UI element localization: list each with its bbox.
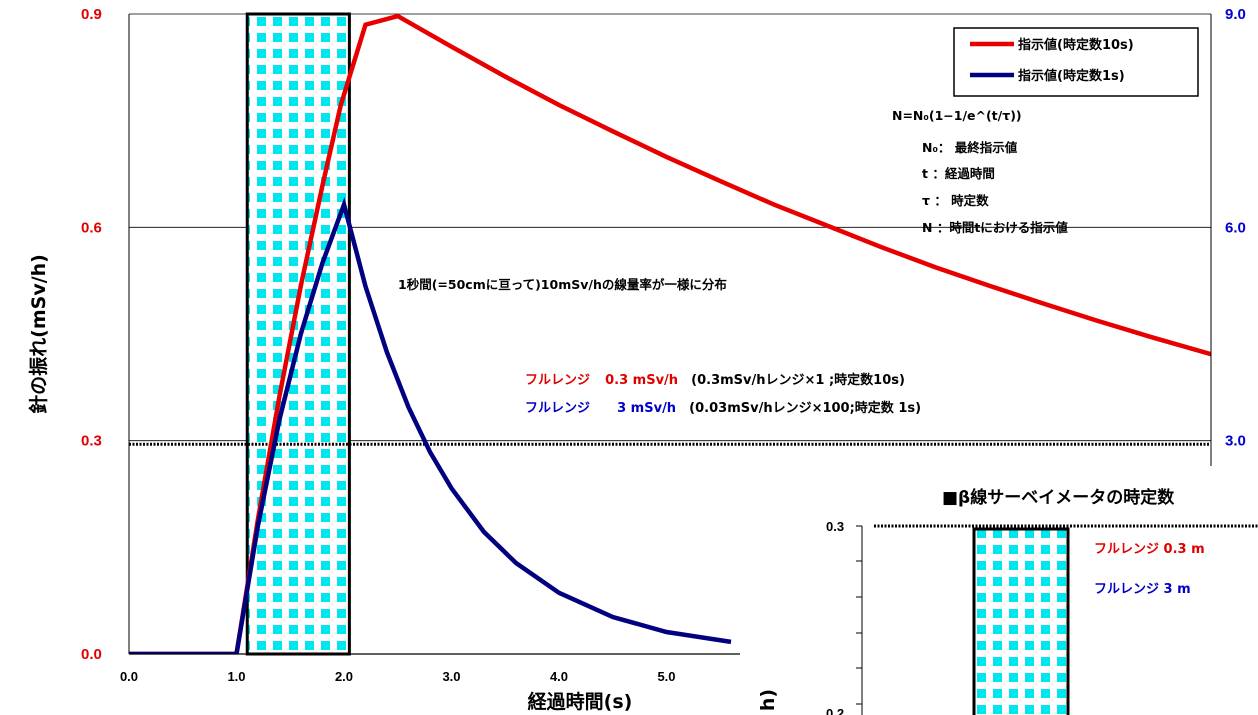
y-axis-title: 針の振れ(mSv/h)	[27, 254, 50, 414]
y2-tick-label: 9.0	[1225, 6, 1246, 23]
x-tick-label: 1.0	[227, 669, 245, 684]
inset-fullrange-red: フルレンジ 0.3 m	[1094, 542, 1205, 557]
formula-main: N=N₀(1−1/e^(t/τ))	[892, 108, 1022, 123]
legend-label-tau1: 指示値(時定数1s)	[1018, 68, 1125, 84]
y-tick-label: 0.3	[81, 433, 102, 450]
legend-label-tau10: 指示値(時定数10s)	[1018, 37, 1134, 53]
x-axis-title: 経過時間(s)	[528, 690, 633, 713]
formula-line-t: t ：経過時間	[922, 166, 995, 181]
inset-y-tick-label-top: 0.3	[826, 519, 844, 534]
formula-block: N=N₀(1−1/e^(t/τ)) N₀： 最終指示値 t ：経過時間 τ ： …	[892, 108, 1068, 235]
fullrange-blue-detail: (0.03mSv/hレンジ×100;時定数 1s)	[689, 400, 921, 416]
y-tick-label: 0.6	[81, 219, 102, 236]
formula-line-n: N ：時間tにおける指示値	[922, 220, 1068, 235]
x-tick-label: 0.0	[120, 669, 138, 684]
inset-y-tick-label-bottom: 0.2	[826, 706, 844, 715]
x-tick-label: 4.0	[550, 669, 568, 684]
legend: 指示値(時定数10s) 指示値(時定数1s)	[953, 27, 1199, 97]
fullrange-blue-note: フルレンジ 3 mSv/h (0.03mSv/hレンジ×100;時定数 1s)	[525, 397, 921, 416]
x-tick-labels: 0.0 1.0 2.0 3.0 4.0 5.0	[120, 669, 676, 684]
inset-shaded-region	[972, 527, 1070, 715]
y-tick-labels-left: 0.0 0.3 0.6 0.9	[81, 6, 102, 663]
series-line-tau10	[129, 14, 1211, 654]
series-line-tau1	[129, 197, 732, 654]
fullrange-red-label: フルレンジ	[525, 373, 590, 388]
y2-tick-label: 3.0	[1225, 433, 1246, 450]
inset-title: ■β線サーベイメータの時定数	[942, 487, 1175, 508]
y-tick-label: 0.0	[81, 646, 102, 663]
inset-chart: ■β線サーベイメータの時定数 0.3 0.2 フルレンジ 0.3 m フルレンジ…	[740, 466, 1258, 715]
main-plot: 0.0 0.3 0.6 0.9 3.0 6.0 9.0 0.0 1.0 2.0 3.0 4.0 5.…	[81, 6, 1246, 684]
inset-fullrange-blue: フルレンジ 3 m	[1094, 582, 1191, 597]
y2-tick-label: 6.0	[1225, 219, 1246, 236]
x-tick-label: 2.0	[335, 669, 353, 684]
fullrange-blue-label: フルレンジ	[525, 401, 590, 416]
shaded-region	[245, 12, 351, 656]
y-tick-labels-right: 3.0 6.0 9.0	[1225, 6, 1246, 450]
x-tick-label: 5.0	[657, 669, 675, 684]
fullrange-red-detail: (0.3mSv/hレンジ×1 ;時定数10s)	[691, 372, 905, 388]
fullrange-red-note: フルレンジ 0.3 mSv/h (0.3mSv/hレンジ×1 ;時定数10s)	[525, 369, 905, 388]
distribution-note: 1秒間(=50cmに亘って)10mSv/hの線量率が一様に分布	[398, 277, 727, 292]
y-tick-label: 0.9	[81, 6, 102, 23]
formula-line-tau: τ ： 時定数	[922, 193, 989, 208]
inset-y-axis-title: h)	[757, 689, 779, 711]
fullrange-blue-value: 3 mSv/h	[617, 401, 676, 416]
fullrange-red-value: 0.3 mSv/h	[605, 373, 678, 388]
legend-box	[953, 27, 1199, 97]
formula-line-n0: N₀： 最終指示値	[922, 140, 1018, 155]
x-tick-label: 3.0	[442, 669, 460, 684]
fullrange-notes: フルレンジ 0.3 mSv/h (0.3mSv/hレンジ×1 ;時定数10s) …	[525, 369, 921, 416]
